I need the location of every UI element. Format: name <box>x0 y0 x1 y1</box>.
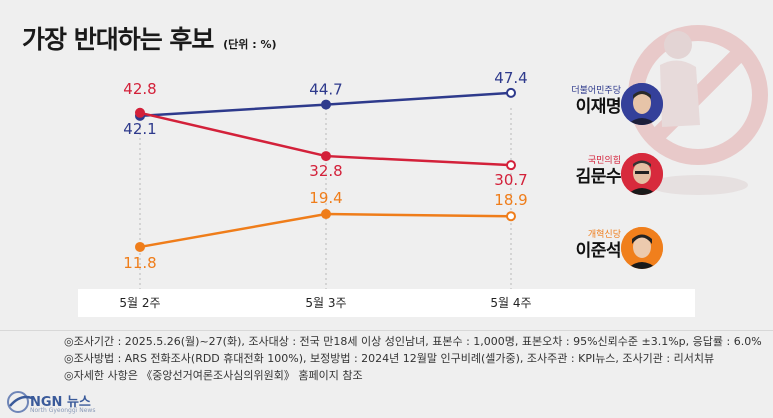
logo-subtitle: North Gyeonggi News <box>30 407 96 414</box>
data-point <box>506 87 516 98</box>
data-point <box>321 209 331 220</box>
candidate-kim-moonsoo: 국민의힘 김문수 <box>575 156 622 187</box>
candidate-lee-junseok: 개혁신당 이준석 <box>575 230 622 261</box>
party-label-ppp: 국민의힘 <box>587 156 621 166</box>
avatar-lee-jaemyung <box>621 83 663 125</box>
note-survey-method: ◎조사방법 : ARS 전화조사(RDD 휴대전화 100%), 보정방법 : … <box>64 352 715 365</box>
candidate-name-kim-moonsoo: 김문수 <box>575 167 622 187</box>
data-point <box>506 211 516 222</box>
data-label: 30.7 <box>494 171 527 189</box>
party-label-reform: 개혁신당 <box>587 230 621 240</box>
line-chart: 5월 2주 5월 3주 5월 4주 42.1 44.7 47.4 42.8 32.8 30.7 1… <box>119 69 531 310</box>
avatar-kim-moonsoo <box>621 153 663 195</box>
note-survey-period: ◎조사기간 : 2025.5.26(월)~27(화), 조사대상 : 전국 만1… <box>64 335 762 348</box>
x-tick-label: 5월 4주 <box>490 296 531 310</box>
data-point <box>135 107 145 118</box>
logo-name: NGN 뉴스 <box>30 395 91 410</box>
x-tick-label: 5월 3주 <box>305 296 346 310</box>
data-point <box>321 151 331 162</box>
ngn-logo-icon <box>7 391 33 413</box>
chart-title: 가장 반대하는 후보 (단위 : %) <box>22 20 277 56</box>
data-label: 32.8 <box>309 162 342 180</box>
note-reference: ◎자세한 사항은 《중앙선거여론조사심의위원회》 홈페이지 참조 <box>64 369 363 382</box>
data-label: 42.1 <box>123 120 156 138</box>
data-label: 19.4 <box>309 189 342 207</box>
candidate-lee-jaemyung: 더불어민주당 이재명 <box>571 86 621 117</box>
avatar-lee-junseok <box>621 227 663 269</box>
unit-label: (단위 : %) <box>223 38 277 51</box>
x-axis-band <box>78 289 695 317</box>
candidate-name-lee-jaemyung: 이재명 <box>575 97 622 117</box>
footer-divider <box>0 330 773 331</box>
data-point <box>135 241 145 252</box>
candidate-name-lee-junseok: 이준석 <box>575 241 622 261</box>
data-point <box>506 160 516 171</box>
prohibition-icon <box>628 25 768 195</box>
chart-title-text: 가장 반대하는 후보 <box>22 25 214 54</box>
data-label: 44.7 <box>309 81 342 99</box>
data-label: 47.4 <box>494 69 527 87</box>
party-label-democratic: 더불어민주당 <box>571 86 621 96</box>
data-label: 11.8 <box>123 254 156 272</box>
data-label: 18.9 <box>494 191 527 209</box>
portrait-kim-moonsoo <box>621 153 663 195</box>
x-tick-label: 5월 2주 <box>119 296 160 310</box>
portrait-lee-junseok <box>621 227 663 269</box>
portrait-lee-jaemyung <box>621 83 663 125</box>
survey-notes: ◎조사기간 : 2025.5.26(월)~27(화), 조사대상 : 전국 만1… <box>64 333 762 384</box>
data-point <box>321 99 331 110</box>
data-label: 42.8 <box>123 80 156 98</box>
